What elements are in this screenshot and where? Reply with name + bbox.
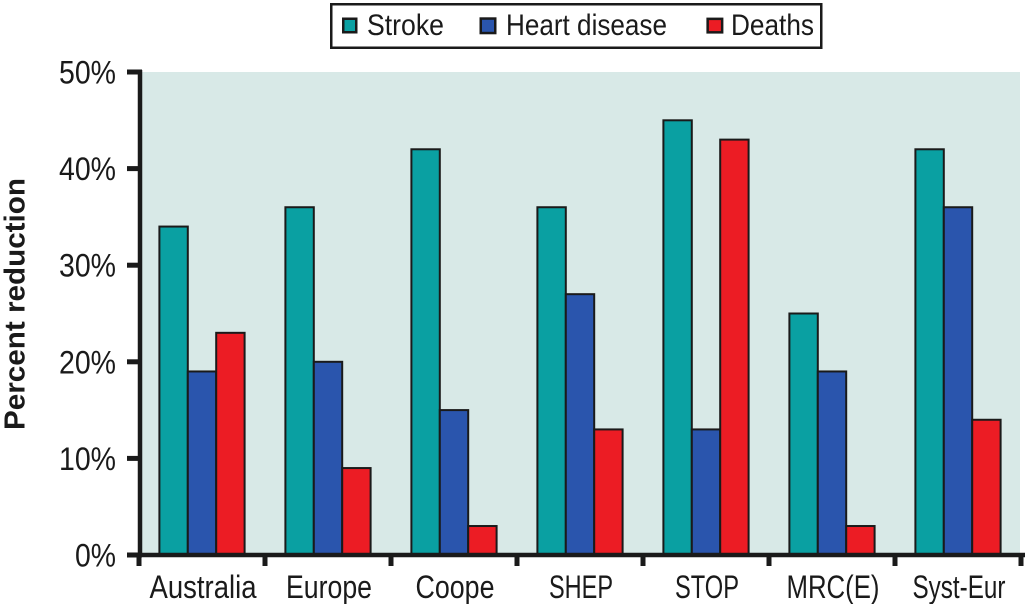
svg-text:0%: 0% [75,538,116,574]
svg-text:Europe: Europe [286,569,372,604]
svg-text:10%: 10% [59,441,116,477]
svg-text:Stroke: Stroke [367,9,444,42]
svg-text:Percent reduction: Percent reduction [0,178,32,430]
svg-text:30%: 30% [59,248,116,284]
svg-text:Coope: Coope [416,569,495,604]
svg-text:Syst-Eur: Syst-Eur [913,569,1006,604]
svg-text:SHEP: SHEP [549,569,613,604]
svg-text:STOP: STOP [675,569,739,604]
svg-text:Deaths: Deaths [731,9,814,42]
svg-text:20%: 20% [59,344,116,380]
svg-text:Heart disease: Heart disease [506,9,667,42]
svg-text:Australia: Australia [150,569,257,604]
svg-text:MRC(E): MRC(E) [787,569,880,604]
svg-text:50%: 50% [59,55,116,91]
svg-text:40%: 40% [59,151,116,187]
